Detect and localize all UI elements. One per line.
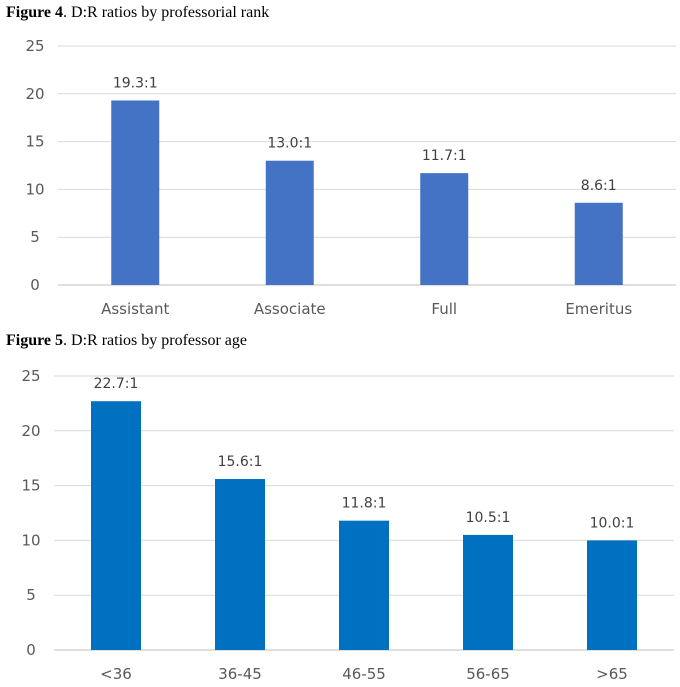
y-tick-label: 25 [25,37,44,55]
category-label: >65 [596,665,628,683]
y-tick-label: 25 [21,367,40,385]
data-label: 8.6:1 [581,178,617,194]
figure-4-caption-text: . D:R ratios by professorial rank [63,4,270,21]
y-tick-label: 5 [30,228,40,246]
bar [574,202,623,285]
bar [215,479,265,650]
category-label: <36 [100,665,132,683]
y-tick-label: 0 [30,276,40,294]
data-label: 19.3:1 [113,75,158,91]
figure-5-caption-bold: Figure 5 [6,332,64,349]
data-label: 10.0:1 [590,515,635,531]
bar [339,520,389,650]
figure-4-caption: Figure 4. D:R ratios by professorial ran… [6,4,269,22]
category-label: Assistant [101,300,169,318]
data-label: 15.6:1 [218,454,263,470]
bar [420,173,469,285]
y-tick-label: 0 [26,641,36,659]
figure-4-caption-bold: Figure 4 [6,4,64,21]
data-label: 11.8:1 [342,496,387,512]
category-label: Associate [254,300,326,318]
bar [587,540,637,650]
y-tick-label: 10 [21,531,40,549]
bar [265,160,314,285]
y-tick-label: 20 [21,422,40,440]
y-tick-label: 10 [25,180,44,198]
category-label: 36-45 [218,665,262,683]
data-label: 13.0:1 [267,136,312,152]
figure-4-bar-chart: 0 5 10 15 20 25 19.3:1 Assistant 13.0:1 Associate… [25,37,676,318]
y-tick-label: 15 [25,133,44,151]
bar [91,401,141,650]
data-label: 10.5:1 [466,510,511,526]
category-label: 56-65 [466,665,510,683]
y-tick-label: 5 [26,586,36,604]
category-label: 46-55 [342,665,386,683]
figure-5-caption: Figure 5. D:R ratios by professor age [6,332,247,350]
data-label: 22.7:1 [94,376,139,392]
y-tick-label: 20 [25,85,44,103]
bar [111,100,160,285]
data-label: 11.7:1 [422,148,467,164]
bar [463,534,513,650]
category-label: Emeritus [565,300,632,318]
y-tick-label: 15 [21,477,40,495]
figure-5-caption-text: . D:R ratios by professor age [63,332,247,349]
category-label: Full [431,300,457,318]
